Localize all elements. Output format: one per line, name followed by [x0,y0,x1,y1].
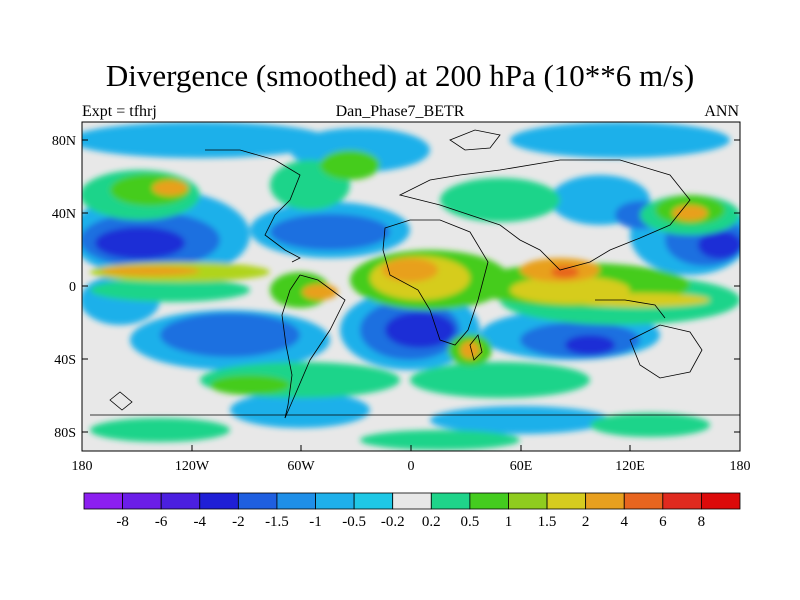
field-blob [82,122,330,158]
coastline [205,149,301,263]
colorbar-box [392,492,432,510]
colorbar-box [160,492,201,510]
colorbar-box [701,492,741,510]
colorbar-box [276,492,316,510]
field-blob [210,375,290,395]
y-label-40s: 40S [54,353,76,368]
colorbar-box [546,492,587,510]
x-label-0: 0 [408,459,415,474]
colorbar-label: -1.5 [265,514,289,530]
colorbar-box [623,492,664,510]
coastline [595,299,666,319]
coastline [109,391,133,411]
colorbar-label: 6 [659,514,667,530]
x-label-180e: 180 [730,459,751,474]
coastline [398,159,691,271]
colorbar-label: 0.2 [422,514,441,530]
field-blob [590,413,710,437]
y-label-40n: 40N [52,207,76,222]
y-label-0: 0 [69,280,76,295]
case-label: Dan_Phase7_BETR [335,103,465,120]
colorbar-label: 4 [620,514,628,530]
colorbar-box [662,492,702,510]
colorbar-label: -1 [309,514,322,530]
field-blob [460,341,480,359]
coastline [382,219,489,346]
colorbar-label: 1.5 [538,514,557,530]
field-blob [270,214,390,250]
field-blob [100,266,200,276]
colorbar-label: -8 [116,514,129,530]
field-blob [90,278,250,302]
experiment-label: Expt = tfhrj [82,103,157,120]
field-blob [90,418,230,442]
coastline [449,129,501,151]
field-blob [360,430,520,450]
field-blob [440,178,560,222]
colorbar-label: 8 [698,514,706,530]
colorbar-box [508,492,548,510]
x-label-180w: 180 [72,459,93,474]
field-blob [430,406,610,434]
divergence-field [82,122,740,451]
colorbar-label: 2 [582,514,590,530]
x-label-60w: 60W [287,459,315,474]
coastline [281,274,301,419]
coastline [469,334,483,361]
field-blob [570,293,710,307]
colorbar-box [353,492,394,510]
field-blob [385,312,455,348]
x-label-120w: 120W [175,459,210,474]
plot-title: Divergence (smoothed) at 200 hPa (10**6 … [105,58,695,93]
y-label-80s: 80S [54,426,76,441]
field-blob [510,122,730,158]
field-blob [95,227,185,259]
coastline [284,274,346,419]
field-blob [152,180,188,196]
colorbar-label: -0.2 [381,514,405,530]
colorbar-box [83,492,123,510]
colorbar-box [315,492,355,510]
x-axis [81,445,741,451]
colorbar-box [469,492,509,510]
colorbar-label: 0.5 [461,514,480,530]
field-blob [565,335,615,355]
season-label: ANN [704,103,739,120]
field-blob [230,392,370,428]
field-blob [160,313,300,357]
colorbar-label: -2 [232,514,245,530]
field-blob [698,231,740,259]
x-label-60e: 60E [510,459,533,474]
field-blob [382,258,438,282]
y-label-80n: 80N [52,134,76,149]
coastline [629,324,703,379]
colorbar-box [585,492,625,510]
colorbar-box [122,492,162,510]
colorbar-label: 1 [505,514,513,530]
field-blob [320,150,380,180]
colorbar-label: -6 [155,514,168,530]
colorbar-box [199,492,239,510]
colorbar-box [430,492,471,510]
colorbar: -8 -6 -4 -2 -1.5 -1 -0.5 -0.2 0.2 0.5 1 1.5 2 4 6 8 [83,492,741,530]
coastlines [90,129,740,419]
y-axis [82,139,740,433]
field-blob [672,205,708,221]
colorbar-label: -0.5 [342,514,366,530]
field-blob [551,266,579,278]
x-label-120e: 120E [615,459,645,474]
field-blob [410,362,590,398]
colorbar-label: -4 [194,514,207,530]
field-blob [302,284,338,300]
colorbar-box [237,492,278,510]
